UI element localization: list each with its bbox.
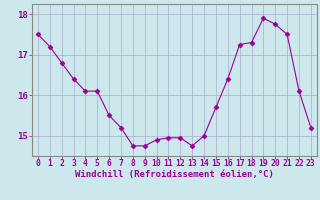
X-axis label: Windchill (Refroidissement éolien,°C): Windchill (Refroidissement éolien,°C) [75, 170, 274, 179]
